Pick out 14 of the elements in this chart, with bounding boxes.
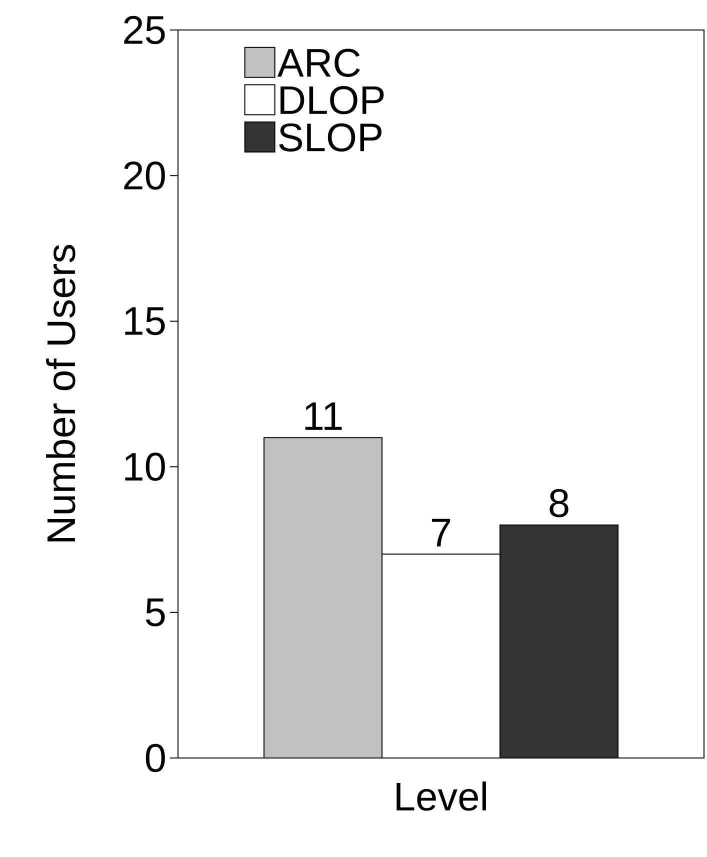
data-label: 7	[432, 518, 450, 546]
y-tick-label: 15	[125, 307, 165, 336]
legend-label: SLOP	[279, 123, 382, 152]
data-label: 8	[550, 489, 568, 518]
y-axis-title: Number of Users	[46, 244, 76, 542]
y-tick-label: 10	[125, 452, 165, 481]
legend-label: ARC	[277, 48, 360, 77]
legend-label: DLOP	[280, 86, 384, 114]
y-tick-label: 5	[146, 598, 165, 626]
y-tick-label: 20	[124, 161, 165, 190]
y-tick-label: 25	[124, 16, 165, 44]
y-tick-label: 0	[146, 744, 165, 772]
data-label: 11	[305, 402, 342, 430]
x-axis-title: Level	[396, 782, 486, 811]
